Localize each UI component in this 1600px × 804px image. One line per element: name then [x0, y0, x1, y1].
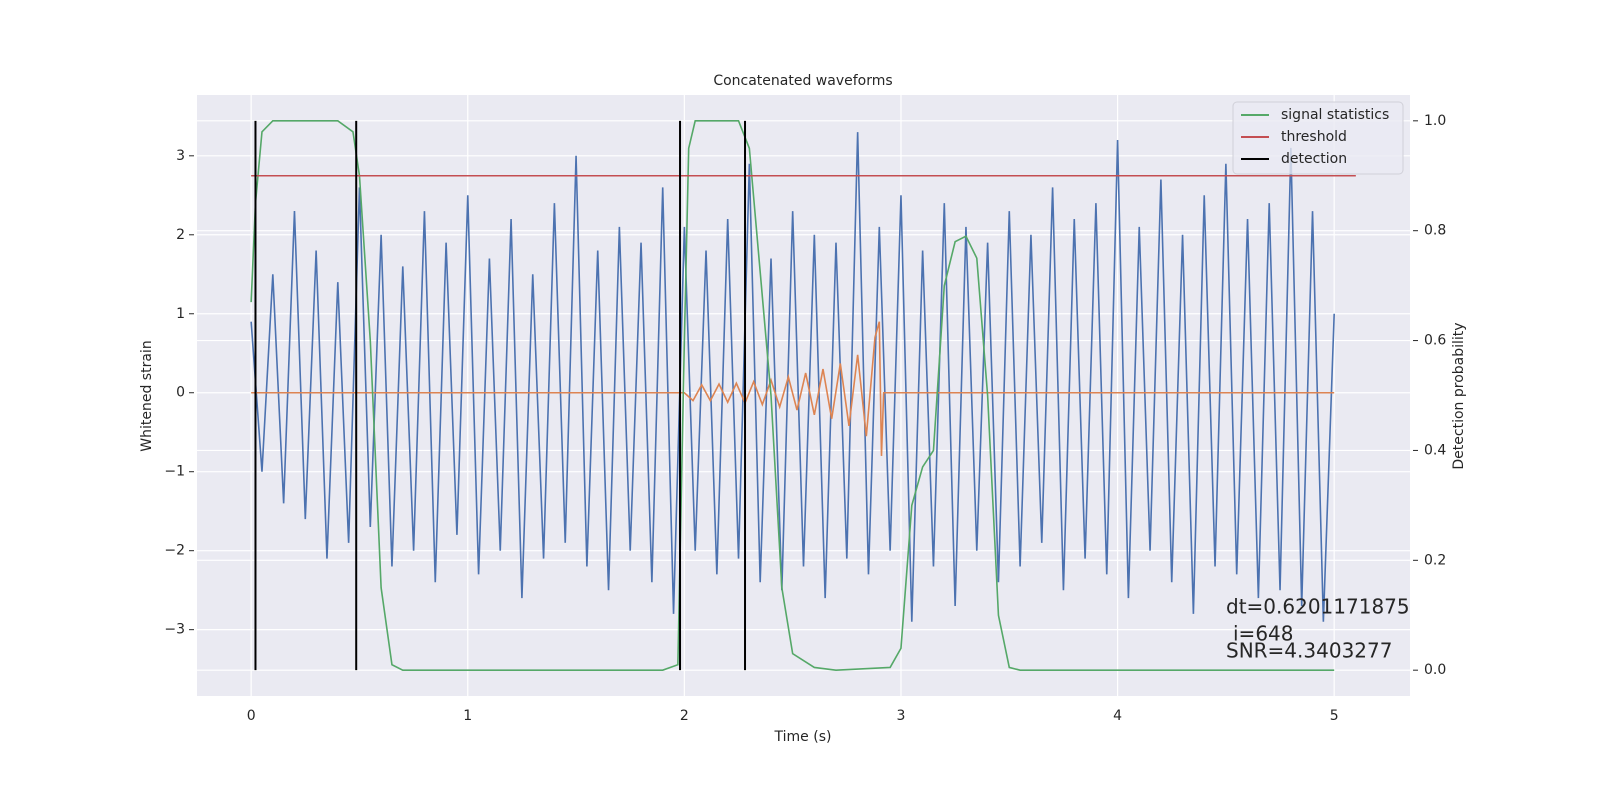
- legend-box: [1232, 101, 1404, 175]
- x-tick-label: 3: [897, 708, 906, 724]
- y-tick-label: 3: [176, 148, 185, 164]
- x-tick-label: 0: [247, 708, 256, 724]
- annotation: dt=0.6201171875: [1226, 595, 1410, 619]
- annotation: SNR=4.3403277: [1226, 639, 1392, 663]
- x-tick-label: 1: [463, 708, 472, 724]
- y-tick-label: −3: [164, 622, 185, 638]
- y-tick-label: 0: [176, 385, 185, 401]
- y2-tick-label: 0.6: [1424, 333, 1446, 349]
- legend-label: detection: [1281, 151, 1347, 167]
- series-line: [254, 120, 747, 671]
- series-line: [250, 132, 1335, 622]
- y-axis-label: Whitened strain: [139, 340, 155, 451]
- series-line: [251, 321, 1335, 456]
- y2-tick-label: 0.2: [1424, 552, 1446, 568]
- x-tick-label: 4: [1113, 708, 1122, 724]
- y2-tick-label: 0.8: [1424, 223, 1446, 239]
- y2-axis-label: Detection probability: [1451, 322, 1467, 469]
- legend-label: threshold: [1281, 129, 1347, 145]
- y2-tick-label: 0.0: [1424, 662, 1446, 678]
- annotation: i=648: [1233, 622, 1294, 646]
- x-axis-label: Time (s): [774, 729, 832, 745]
- legend-label: signal statistics: [1281, 107, 1389, 123]
- y2-tick-label: 1.0: [1424, 113, 1446, 129]
- y-tick-label: 2: [176, 227, 185, 243]
- y-tick-label: −1: [164, 464, 185, 480]
- plot-area: [197, 95, 1410, 696]
- x-tick-label: 2: [680, 708, 689, 724]
- chart-title: Concatenated waveforms: [713, 73, 892, 89]
- y2-tick-label: 0.4: [1424, 442, 1446, 458]
- y-tick-label: 1: [176, 306, 185, 322]
- y-tick-label: −2: [164, 543, 185, 559]
- x-tick-label: 5: [1330, 708, 1339, 724]
